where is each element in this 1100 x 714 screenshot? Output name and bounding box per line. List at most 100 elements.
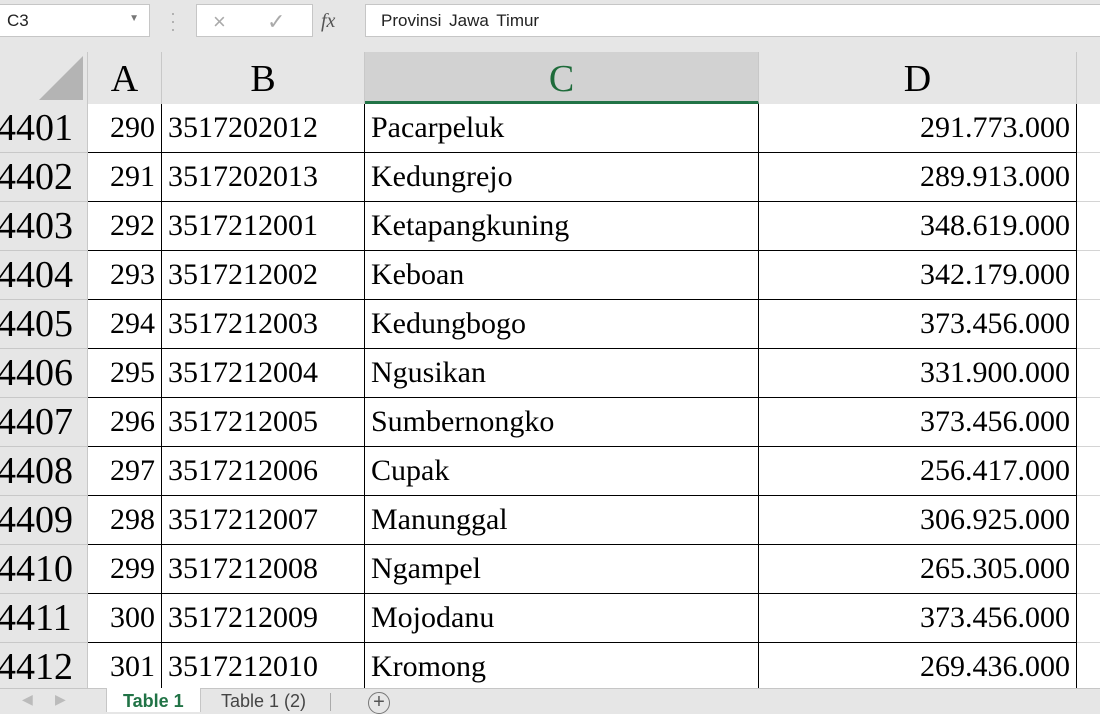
row-header[interactable]: 4407 [0, 398, 88, 447]
cell-d[interactable]: 373.456.000 [759, 398, 1077, 447]
cell-d[interactable]: 265.305.000 [759, 545, 1077, 594]
cell-a[interactable]: 296 [88, 398, 162, 447]
name-box[interactable]: C3 ▼ [0, 4, 150, 37]
column-header-c[interactable]: C [365, 52, 759, 104]
cell-a[interactable]: 292 [88, 202, 162, 251]
cell-e[interactable] [1077, 594, 1100, 643]
cell-a[interactable]: 294 [88, 300, 162, 349]
column-header-b[interactable]: B [162, 52, 365, 104]
cell-d[interactable]: 306.925.000 [759, 496, 1077, 545]
row-header[interactable]: 4403 [0, 202, 88, 251]
cell-e[interactable] [1077, 153, 1100, 202]
sheet-tab-table-1-2[interactable]: Table 1 (2) [221, 691, 307, 711]
cell-a[interactable]: 301 [88, 643, 162, 692]
cell-d[interactable]: 373.456.000 [759, 594, 1077, 643]
cell-a[interactable]: 300 [88, 594, 162, 643]
cell-a[interactable]: 293 [88, 251, 162, 300]
cell-c[interactable]: Ketapangkuning [365, 202, 759, 251]
cell-c[interactable]: Sumbernongko [365, 398, 759, 447]
cell-c[interactable]: Mojodanu [365, 594, 759, 643]
cell-b[interactable]: 3517212003 [162, 300, 365, 349]
cell-d[interactable]: 348.619.000 [759, 202, 1077, 251]
cell-c[interactable]: Ngusikan [365, 349, 759, 398]
table-row: 4403 292 3517212001 Ketapangkuning 348.619.0… [0, 202, 1100, 251]
cell-b[interactable]: 3517212005 [162, 398, 365, 447]
row-header[interactable]: 4404 [0, 251, 88, 300]
scroll-left-icon[interactable]: ◀ [22, 691, 33, 707]
cell-c[interactable]: Pacarpeluk [365, 104, 759, 153]
formula-input[interactable]: Provinsi Jawa Timur [365, 4, 1100, 37]
cell-c[interactable]: Kedungrejo [365, 153, 759, 202]
cell-d[interactable]: 373.456.000 [759, 300, 1077, 349]
row-header[interactable]: 4402 [0, 153, 88, 202]
row-header[interactable]: 4401 [0, 104, 88, 153]
cell-d[interactable]: 342.179.000 [759, 251, 1077, 300]
cell-c[interactable]: Cupak [365, 447, 759, 496]
cell-c[interactable]: Kedungbogo [365, 300, 759, 349]
sheet-tab-table-1[interactable]: Table 1 [106, 688, 201, 712]
table-row: 4409 298 3517212007 Manunggal 306.925.000 [0, 496, 1100, 545]
row-header[interactable]: 4405 [0, 300, 88, 349]
cell-e[interactable] [1077, 300, 1100, 349]
cell-a[interactable]: 298 [88, 496, 162, 545]
formula-bar: C3 ▼ · · · × ✓ fx Provinsi Jawa Timur [0, 0, 1100, 44]
cell-d[interactable]: 269.436.000 [759, 643, 1077, 692]
cell-a[interactable]: 290 [88, 104, 162, 153]
row-header[interactable]: 4411 [0, 594, 88, 643]
enter-icon[interactable]: ✓ [267, 9, 286, 34]
cell-e[interactable] [1077, 447, 1100, 496]
cell-b[interactable]: 3517212007 [162, 496, 365, 545]
formula-buttons: × ✓ fx [196, 4, 335, 37]
cell-a[interactable]: 295 [88, 349, 162, 398]
cell-d[interactable]: 331.900.000 [759, 349, 1077, 398]
scroll-right-icon[interactable]: ▶ [55, 691, 66, 707]
table-row: 4408 297 3517212006 Cupak 256.417.000 [0, 447, 1100, 496]
chevron-down-icon[interactable]: ▼ [129, 13, 139, 24]
cell-b[interactable]: 3517212006 [162, 447, 365, 496]
column-header-d[interactable]: D [759, 52, 1077, 104]
cell-b[interactable]: 3517212008 [162, 545, 365, 594]
cell-e[interactable] [1077, 545, 1100, 594]
cell-e[interactable] [1077, 202, 1100, 251]
cell-b[interactable]: 3517202012 [162, 104, 365, 153]
insert-function-icon[interactable]: fx [321, 10, 336, 32]
table-row: 4411 300 3517212009 Mojodanu 373.456.000 [0, 594, 1100, 643]
cell-c[interactable]: Kromong [365, 643, 759, 692]
row-header[interactable]: 4410 [0, 545, 88, 594]
cell-b[interactable]: 3517212004 [162, 349, 365, 398]
cell-d[interactable]: 256.417.000 [759, 447, 1077, 496]
column-header-e[interactable] [1077, 52, 1100, 104]
row-header[interactable]: 4409 [0, 496, 88, 545]
cell-e[interactable] [1077, 251, 1100, 300]
select-all-button[interactable] [0, 52, 88, 104]
cell-d[interactable]: 289.913.000 [759, 153, 1077, 202]
cell-b[interactable]: 3517212002 [162, 251, 365, 300]
divider [330, 693, 331, 711]
table-row: 4406 295 3517212004 Ngusikan 331.900.000 [0, 349, 1100, 398]
cell-c[interactable]: Manunggal [365, 496, 759, 545]
cell-e[interactable] [1077, 104, 1100, 153]
table-row: 4405 294 3517212003 Kedungbogo 373.456.000 [0, 300, 1100, 349]
cell-b[interactable]: 3517202013 [162, 153, 365, 202]
cell-c[interactable]: Ngampel [365, 545, 759, 594]
column-header-a[interactable]: A [88, 52, 162, 104]
cell-a[interactable]: 297 [88, 447, 162, 496]
cell-e[interactable] [1077, 496, 1100, 545]
cell-e[interactable] [1077, 398, 1100, 447]
cell-d[interactable]: 291.773.000 [759, 104, 1077, 153]
row-header[interactable]: 4412 [0, 643, 88, 692]
row-header[interactable]: 4408 [0, 447, 88, 496]
row-header[interactable]: 4406 [0, 349, 88, 398]
cell-b[interactable]: 3517212009 [162, 594, 365, 643]
cell-a[interactable]: 291 [88, 153, 162, 202]
cell-b[interactable]: 3517212010 [162, 643, 365, 692]
cell-e[interactable] [1077, 643, 1100, 692]
cell-c[interactable]: Keboan [365, 251, 759, 300]
cell-e[interactable] [1077, 349, 1100, 398]
cell-b[interactable]: 3517212001 [162, 202, 365, 251]
table-row: 4404 293 3517212002 Keboan 342.179.000 [0, 251, 1100, 300]
sheet-tab-bar: ◀ ▶ Table 1 Table 1 (2) + [0, 688, 1100, 714]
cancel-icon[interactable]: × [213, 9, 226, 34]
drag-handle-icon[interactable]: · · · [170, 3, 176, 39]
cell-a[interactable]: 299 [88, 545, 162, 594]
